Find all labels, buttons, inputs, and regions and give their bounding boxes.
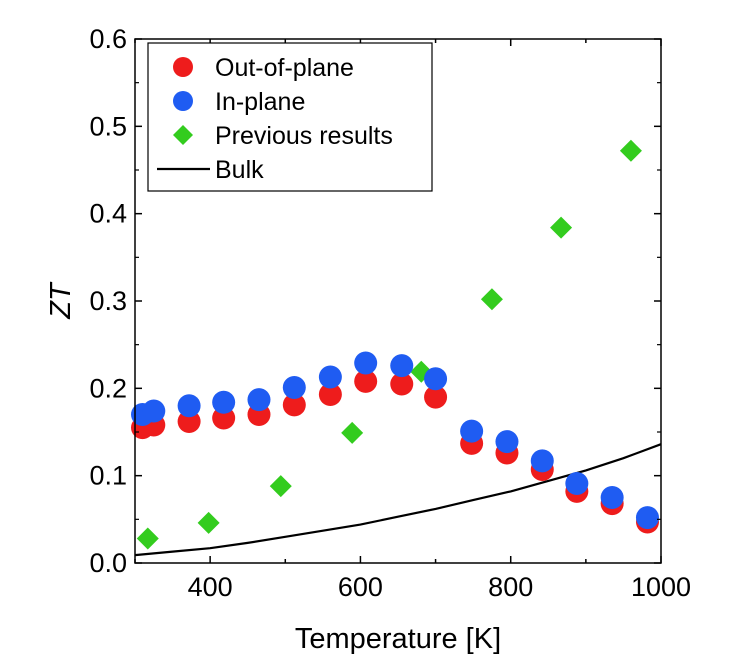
y-axis-title: ZT xyxy=(45,281,77,320)
out-of-plane-point xyxy=(424,385,448,409)
y-tick-label: 0.6 xyxy=(89,24,127,54)
previous-results-point xyxy=(619,139,642,162)
y-tick-label: 0.3 xyxy=(89,286,127,316)
previous-results-point xyxy=(341,421,364,444)
in-plane-point xyxy=(424,367,448,391)
out-of-plane-point xyxy=(318,382,342,406)
previous-results-point xyxy=(480,288,503,311)
out-of-plane-point xyxy=(177,410,201,434)
in-plane-point xyxy=(177,394,201,418)
legend-in-plane-label: In-plane xyxy=(215,88,305,116)
previous-results-point xyxy=(136,527,159,550)
plot-marks xyxy=(131,139,662,557)
in-plane-point xyxy=(635,506,659,530)
x-tick-label: 1000 xyxy=(631,572,691,602)
previous-results-point xyxy=(269,475,292,498)
legend-box xyxy=(147,42,433,192)
in-plane-point xyxy=(530,449,554,473)
in-plane-point xyxy=(318,365,342,389)
in-plane-point xyxy=(142,399,166,423)
x-tick-label: 400 xyxy=(188,572,233,602)
x-tick-label: 800 xyxy=(488,572,533,602)
previous-results-point xyxy=(197,511,220,534)
y-tick-label: 0.0 xyxy=(89,548,127,578)
y-tick-label: 0.4 xyxy=(89,199,127,229)
out-of-plane-point xyxy=(354,369,378,393)
in-plane-point xyxy=(212,390,236,414)
in-plane-point xyxy=(247,388,271,412)
x-tick-label: 600 xyxy=(338,572,383,602)
y-tick-label: 0.5 xyxy=(89,111,127,141)
y-tick-label: 0.2 xyxy=(89,373,127,403)
axis-ticks: 400 600 800 1000 0.0 0.1 0.2 0.3 0.4 0.5 0.6 xyxy=(89,24,691,602)
previous-results-point xyxy=(550,216,573,239)
legend-previous-results-label: Previous results xyxy=(215,122,393,150)
out-of-plane-point xyxy=(390,372,414,396)
in-plane-point xyxy=(565,472,589,496)
y-tick-label: 0.1 xyxy=(89,461,127,491)
in-plane-point xyxy=(600,486,624,509)
x-axis-title: Temperature [K] xyxy=(295,623,501,655)
in-plane-point xyxy=(495,430,519,454)
legend-out-of-plane-label: Out-of-plane xyxy=(215,54,354,82)
legend: Out-of-plane In-plane Previous results Bulk xyxy=(147,42,433,192)
in-plane-point xyxy=(390,354,414,378)
legend-out-of-plane-marker xyxy=(173,57,193,77)
legend-in-plane-marker xyxy=(173,91,193,111)
in-plane-point xyxy=(354,351,378,375)
legend-previous-results-marker xyxy=(173,125,193,145)
out-of-plane-point xyxy=(212,406,236,430)
in-plane-point xyxy=(460,419,484,443)
out-of-plane-point xyxy=(282,393,306,417)
in-plane-point xyxy=(282,375,306,399)
legend-bulk-label: Bulk xyxy=(215,156,264,184)
